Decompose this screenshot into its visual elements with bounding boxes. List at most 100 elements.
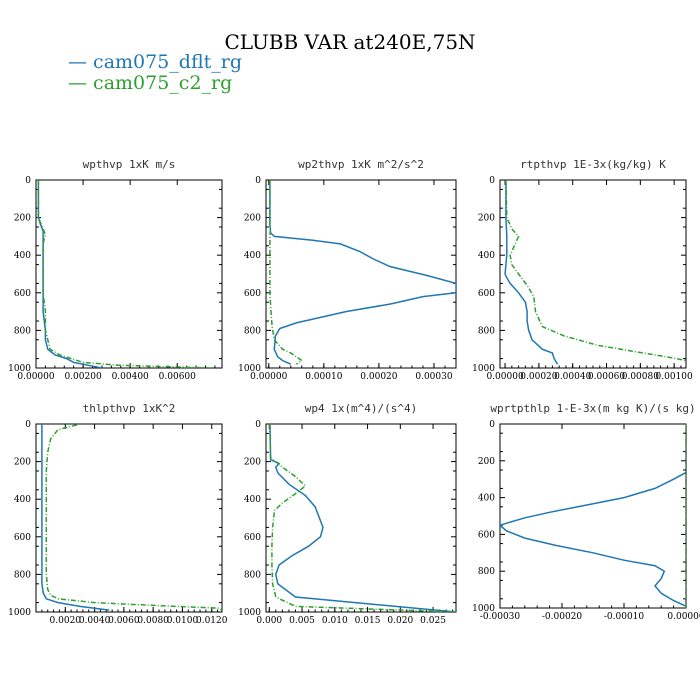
y-tick-label: 0 xyxy=(489,420,495,430)
legend-swatch: — xyxy=(68,51,94,73)
chart-title: CLUBB VAR at240E,75N xyxy=(224,30,476,54)
panel-2: wp2thvp 1xK m^2/s^2020040060080010000.00… xyxy=(238,158,457,382)
legend-entry-dflt: — cam075_dflt_rg xyxy=(68,51,242,73)
y-tick-label: 600 xyxy=(14,289,31,299)
x-tick-label: 0.005 xyxy=(289,616,315,626)
series-line-c2 xyxy=(37,180,213,368)
x-tick-label: 0.00000 xyxy=(667,612,700,622)
x-tick-label: 0.010 xyxy=(322,616,348,626)
y-tick-label: 200 xyxy=(14,458,31,468)
y-tick-label: 800 xyxy=(478,567,495,577)
plot-frame xyxy=(499,179,687,369)
y-tick-label: 800 xyxy=(14,570,31,580)
y-tick-label: 0 xyxy=(255,420,261,430)
x-tick-label: 0.0080 xyxy=(137,616,169,626)
y-tick-label: 600 xyxy=(244,289,261,299)
x-tick-label: 0.0100 xyxy=(167,616,199,626)
plot-frame xyxy=(265,179,457,369)
x-tick-label: 0.00000 xyxy=(486,372,523,382)
panel-title: thlpthvp 1xK^2 xyxy=(83,402,176,415)
panel-6: wprtpthlp 1-E-3x(m kg K)/(s kg) 0 200 400 60… xyxy=(472,402,700,622)
y-tick-label: 200 xyxy=(478,457,495,467)
series-line-c2 xyxy=(269,424,456,612)
x-tick-label: 0.00020 xyxy=(520,372,557,382)
x-tick-label: 0.00100 xyxy=(656,372,693,382)
y-tick-label: 600 xyxy=(478,530,495,540)
y-tick-label: 1000 xyxy=(238,364,261,374)
plot-frame xyxy=(35,423,223,613)
series-line-c2 xyxy=(269,180,304,365)
y-tick-label: 200 xyxy=(478,214,495,224)
series-line-dflt xyxy=(269,424,456,612)
x-tick-label: -0.00020 xyxy=(542,612,583,622)
y-tick-label: 0 xyxy=(255,176,261,186)
panel-title: wp2thvp 1xK m^2/s^2 xyxy=(298,158,424,171)
panel-title: wprtpthlp 1-E-3x(m kg K)/(s kg) xyxy=(490,402,695,415)
y-tick-label: 1000 xyxy=(238,608,261,618)
y-tick-label: 200 xyxy=(244,214,261,224)
x-tick-label: 0.00030 xyxy=(415,372,452,382)
series-line-c2 xyxy=(505,180,686,362)
y-tick-label: 400 xyxy=(244,495,261,505)
y-tick-label: 400 xyxy=(244,251,261,261)
y-tick-label: 200 xyxy=(14,214,31,224)
y-tick-label: 1000 xyxy=(8,364,31,374)
y-tick-label: 800 xyxy=(478,326,495,336)
x-tick-label: 0.020 xyxy=(387,616,413,626)
plot-frame xyxy=(35,179,223,369)
panel-title: rtpthvp 1E-3x(kg/kg) K xyxy=(520,158,666,171)
x-tick-label: 0.00060 xyxy=(588,372,625,382)
plot-frame xyxy=(265,423,457,613)
series-line-dflt xyxy=(37,180,103,368)
y-tick-label: 400 xyxy=(14,495,31,505)
panel-title: wpthvp 1xK m/s xyxy=(83,158,176,171)
x-tick-label: 0.00400 xyxy=(112,372,149,382)
x-tick-label: 0.0060 xyxy=(108,616,140,626)
x-tick-label: 0.00000 xyxy=(250,372,287,382)
series-line-dflt xyxy=(269,180,456,365)
x-tick-label: 0.000 xyxy=(256,616,282,626)
x-tick-label: 0.0020 xyxy=(50,616,82,626)
y-tick-label: 0 xyxy=(25,176,31,186)
x-tick-label: 0.00040 xyxy=(554,372,591,382)
plot-frame xyxy=(499,423,687,609)
x-tick-label: 0.025 xyxy=(420,616,446,626)
panel-4: thlpthvp 1xK^2020040060080010000.00200.0… xyxy=(8,402,228,626)
x-tick-label: -0.00030 xyxy=(480,612,521,622)
x-tick-label: 0.015 xyxy=(355,616,381,626)
y-tick-label: 0 xyxy=(489,176,495,186)
y-tick-label: 400 xyxy=(478,494,495,504)
panel-3: rtpthvp 1E-3x(kg/kg) K020040060080010000… xyxy=(472,158,693,382)
x-tick-label: 0.0040 xyxy=(79,616,111,626)
y-tick-label: 600 xyxy=(478,289,495,299)
y-tick-label: 0 xyxy=(25,420,31,430)
x-tick-label: 0.00020 xyxy=(360,372,397,382)
y-tick-label: 800 xyxy=(244,326,261,336)
series-line-dflt xyxy=(504,180,559,365)
y-tick-label: 1000 xyxy=(472,364,495,374)
series-line-c2 xyxy=(45,424,222,611)
x-tick-label: 0.00000 xyxy=(17,372,54,382)
x-tick-label: 0.00600 xyxy=(159,372,196,382)
x-tick-label: 0.00200 xyxy=(64,372,101,382)
y-tick-label: 400 xyxy=(14,251,31,261)
legend-label: cam075_dflt_rg xyxy=(93,51,243,73)
y-tick-label: 600 xyxy=(244,533,261,543)
y-tick-label: 1000 xyxy=(472,604,495,614)
series-line-dflt xyxy=(500,472,686,607)
y-tick-label: 200 xyxy=(244,458,261,468)
y-tick-label: 800 xyxy=(14,326,31,336)
panel-title: wp4 1x(m^4)/(s^4) xyxy=(305,402,418,415)
legend-entry-c2: — cam075_c2_rg xyxy=(68,72,232,94)
x-tick-label: -0.00010 xyxy=(604,612,645,622)
y-tick-label: 1000 xyxy=(8,608,31,618)
legend-label: cam075_c2_rg xyxy=(93,72,233,94)
y-tick-label: 800 xyxy=(244,570,261,580)
x-tick-label: 0.0120 xyxy=(196,616,228,626)
legend-swatch: — xyxy=(68,72,94,94)
x-tick-label: 0.00080 xyxy=(622,372,659,382)
y-tick-label: 400 xyxy=(478,251,495,261)
